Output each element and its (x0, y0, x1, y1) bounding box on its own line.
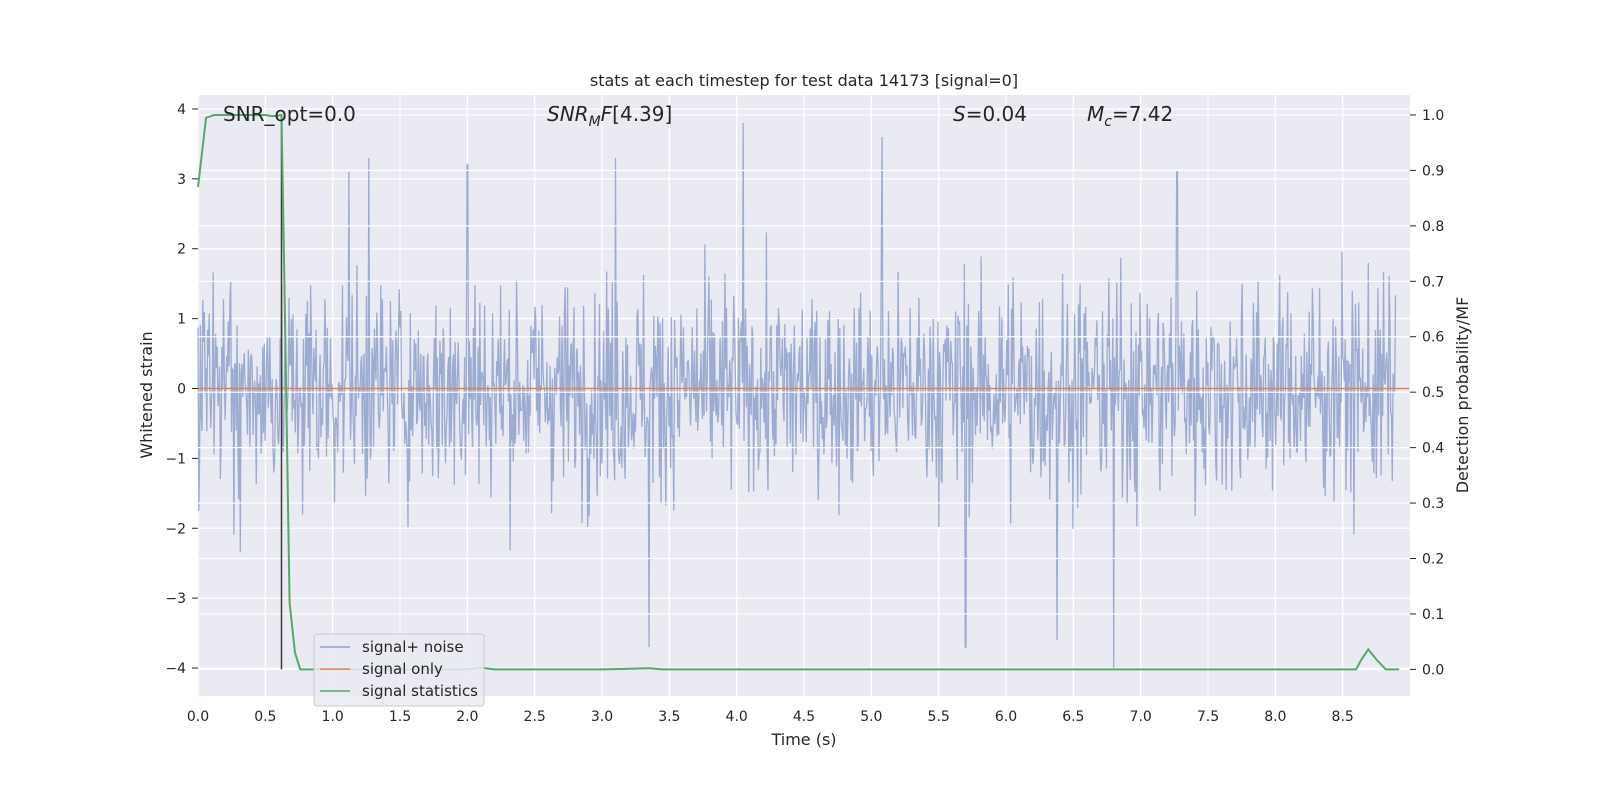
x-axis-label: Time (s) (770, 730, 836, 749)
x-tick-label: 0.0 (187, 709, 209, 725)
x-tick-label: 7.0 (1130, 709, 1152, 725)
x-tick-label: 6.5 (1062, 709, 1084, 725)
y-right-tick-label: 0.2 (1422, 552, 1444, 568)
x-tick-label: 3.5 (658, 709, 680, 725)
x-tick-label: 8.0 (1264, 709, 1286, 725)
x-tick-label: 2.5 (524, 709, 546, 725)
y-right-tick-label: 0.8 (1422, 219, 1444, 235)
y-axis-right-label: Detection probability/MF (1453, 297, 1472, 494)
x-tick-label: 1.5 (389, 709, 411, 725)
y-right-tick-label: 0.7 (1422, 274, 1444, 290)
legend-label-signal-statistics: signal statistics (362, 682, 478, 700)
y-right-tick-label: 0.1 (1422, 607, 1444, 623)
x-tick-label: 7.5 (1197, 709, 1219, 725)
svg-text:Mc=7.42: Mc=7.42 (1087, 102, 1173, 130)
svg-text:SNRMF[4.39]: SNRMF[4.39] (547, 102, 672, 130)
y-left-tick-label: 1 (177, 312, 186, 328)
y-left-tick-label: 0 (177, 382, 186, 398)
y-right-tick-label: 0.4 (1422, 441, 1444, 457)
y-right-tick-label: 0.6 (1422, 330, 1444, 346)
signal-noise-line (197, 122, 1397, 669)
y-right-tick-label: 0.3 (1422, 496, 1444, 512)
x-tick-label: 8.5 (1332, 709, 1354, 725)
y-left-tick-label: −4 (165, 661, 186, 677)
y-right-tick-label: 0.5 (1422, 385, 1444, 401)
y-left-tick-label: 2 (177, 242, 186, 258)
legend-label-signal-noise: signal+ noise (362, 638, 464, 656)
y-axis-left-label: Whitened strain (137, 331, 156, 458)
x-tick-label: 1.0 (322, 709, 344, 725)
annotation-snr-opt: SNR_opt=0.0 (223, 102, 356, 126)
annotation-snr-mf: SNRMF[4.39] (547, 102, 672, 130)
legend: signal+ noise signal only signal statist… (313, 633, 485, 707)
x-tick-label: 3.0 (591, 709, 613, 725)
y-right-tick-label: 0.0 (1422, 662, 1444, 678)
x-tick-label: 4.0 (726, 709, 748, 725)
annotation-mc: Mc=7.42 (1087, 102, 1173, 130)
y-right-tick-label: 1.0 (1422, 108, 1444, 124)
y-left-tick-label: −1 (165, 451, 186, 467)
y-left-tick-label: 3 (177, 172, 186, 188)
x-tick-label: 5.0 (860, 709, 882, 725)
y-left-tick-label: −3 (165, 591, 186, 607)
tick-labels: 0.0 0.5 1.0 1.5 2.0 2.5 3.0 3.5 4.0 4.5 5.0 5.5 6.0 6… (165, 102, 1444, 725)
series-signal-noise (197, 122, 1397, 669)
annotation-s: S=0.04 (953, 102, 1027, 126)
x-tick-label: 4.5 (793, 709, 815, 725)
legend-label-signal-only: signal only (362, 660, 443, 678)
y-left-tick-label: −2 (165, 521, 186, 537)
chart-title: stats at each timestep for test data 141… (590, 71, 1018, 90)
x-tick-label: 2.0 (456, 709, 478, 725)
svg-text:S=0.04: S=0.04 (953, 102, 1027, 126)
y-right-tick-label: 0.9 (1422, 163, 1444, 179)
x-tick-label: 6.0 (995, 709, 1017, 725)
y-left-tick-label: 4 (177, 102, 186, 118)
legend-box (313, 633, 485, 707)
x-tick-label: 0.5 (254, 709, 276, 725)
x-tick-label: 5.5 (928, 709, 950, 725)
